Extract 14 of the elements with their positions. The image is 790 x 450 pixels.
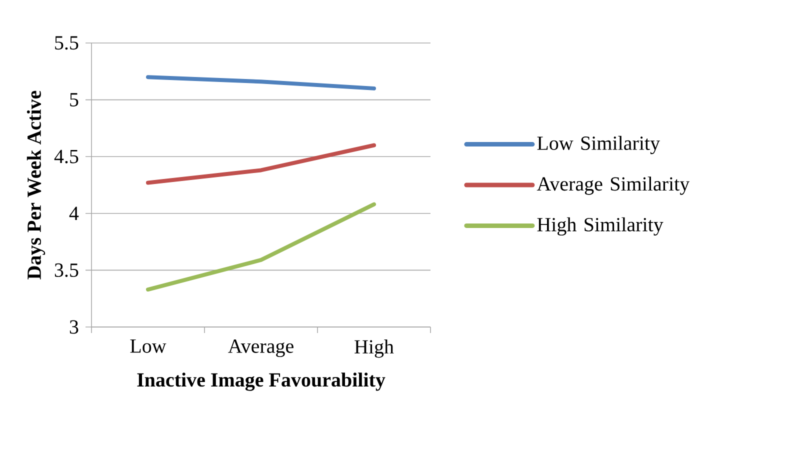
y-tick-label: 5 xyxy=(70,93,78,106)
x-tick-label: Low xyxy=(130,340,166,353)
y-tick-label: 3.5 xyxy=(54,263,78,277)
y-tick-label: 3 xyxy=(70,320,78,334)
y-axis-title: Days Per Week Active xyxy=(26,90,46,280)
x-tick-label: High xyxy=(354,340,394,358)
y-tick-label: 4 xyxy=(69,206,79,220)
y-tick-label: 5.5 xyxy=(55,36,78,50)
legend-label: Low Similarity xyxy=(537,136,660,154)
legend-label: Average Similarity xyxy=(536,176,690,195)
x-tick-label: Average xyxy=(228,340,294,358)
y-tick-label: 4.5 xyxy=(54,150,78,164)
legend-label: High Similarity xyxy=(537,217,664,236)
x-axis-title: Inactive Image Favourability xyxy=(137,372,386,391)
